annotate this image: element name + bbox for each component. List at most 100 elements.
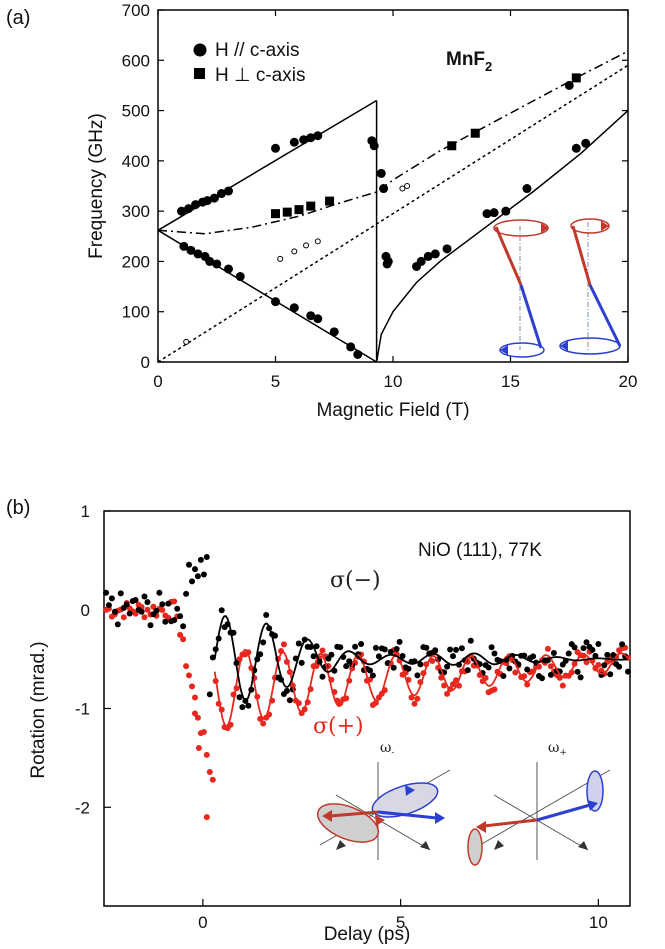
legend-circle-marker xyxy=(193,43,207,57)
point-sigma-minus xyxy=(206,691,213,698)
point-sigma-plus xyxy=(547,663,554,670)
x-tick-label-a: 15 xyxy=(501,372,520,391)
point-parallel xyxy=(306,133,316,143)
x-tick-label-a: 5 xyxy=(271,372,280,391)
point-sigma-minus xyxy=(616,663,623,670)
mode-inset-right: ω+ xyxy=(467,740,611,866)
point-sigma-minus xyxy=(500,673,507,679)
point-sigma-plus xyxy=(280,641,287,648)
point-parallel xyxy=(306,311,316,321)
point-parallel xyxy=(216,189,226,199)
point-sigma-minus xyxy=(381,646,388,653)
point-parallel xyxy=(482,209,492,219)
point-sigma-plus xyxy=(189,683,195,690)
point-parallel xyxy=(209,193,219,203)
point-sigma-minus xyxy=(444,663,451,670)
point-perpendicular xyxy=(571,73,581,83)
point-sigma-minus xyxy=(423,644,430,651)
point-sigma-minus xyxy=(239,704,246,711)
x-tick-label-a: 0 xyxy=(153,372,162,391)
point-sigma-minus xyxy=(111,608,118,615)
point-parallel xyxy=(177,206,186,216)
y-tick-label-b: 0 xyxy=(81,601,90,620)
y-tick-label-a: 500 xyxy=(122,102,150,121)
point-sigma-minus xyxy=(114,621,121,628)
point-sigma-minus xyxy=(450,653,456,660)
inset-omega-plus: ω+ xyxy=(548,740,567,758)
y-tick-label-b: -1 xyxy=(75,700,90,719)
point-sigma-plus xyxy=(444,690,451,697)
point-sigma-minus xyxy=(547,671,554,678)
chart-b-xlabel: Delay (ps) xyxy=(324,924,411,945)
point-parallel xyxy=(224,186,233,196)
chart-a-curves xyxy=(157,50,629,363)
point-sigma-plus xyxy=(408,694,415,701)
point-sigma-minus xyxy=(491,650,498,657)
x-tick-label-b: 0 xyxy=(198,913,207,932)
point-sigma-plus xyxy=(260,720,267,727)
point-sigma-minus xyxy=(162,618,169,625)
point-sigma-plus xyxy=(180,636,187,643)
point-sigma-minus xyxy=(245,702,252,709)
point-parallel xyxy=(430,249,440,259)
point-parallel xyxy=(271,297,280,307)
point-sigma-minus xyxy=(132,597,139,603)
point-sigma-minus xyxy=(396,638,403,645)
point-parallel xyxy=(383,256,393,266)
point-sigma-minus xyxy=(138,608,145,615)
x-tick-label-b: 5 xyxy=(396,913,405,932)
curve-dotted xyxy=(157,64,629,363)
point-parallel xyxy=(184,204,194,214)
point-sigma-plus xyxy=(559,682,566,689)
inset-omega-minus: ω- xyxy=(380,740,394,758)
point-sigma-minus xyxy=(375,653,382,660)
point-sigma-minus xyxy=(141,593,148,600)
point-perpendicular xyxy=(282,207,292,217)
chart-a-ylabel: Frequency (GHz) xyxy=(86,113,107,259)
point-sigma-minus xyxy=(447,646,454,653)
point-sigma-minus xyxy=(144,599,151,606)
point-sigma-minus xyxy=(372,644,379,651)
x-tick-label-a: 20 xyxy=(619,372,638,391)
point-parallel xyxy=(271,143,280,153)
point-parallel xyxy=(235,272,245,282)
point-sigma-minus xyxy=(298,659,305,666)
point-perpendicular xyxy=(325,196,335,206)
point-sigma-minus xyxy=(177,613,184,620)
point-sigma-plus xyxy=(183,663,190,670)
point-parallel xyxy=(313,314,323,324)
point-sigma-minus xyxy=(369,672,376,679)
y-tick-label-a: 100 xyxy=(122,303,150,322)
point-sigma-plus xyxy=(150,603,157,610)
point-sigma-minus xyxy=(183,590,190,597)
point-sigma-minus xyxy=(565,650,572,657)
chart-b-title: NiO (111), 77K xyxy=(418,540,542,561)
point-sigma-plus xyxy=(141,614,148,621)
point-sigma-plus xyxy=(524,681,531,688)
point-open xyxy=(183,338,190,345)
point-sigma-minus xyxy=(574,668,581,675)
point-parallel xyxy=(564,80,574,90)
point-parallel xyxy=(205,256,215,266)
fit-sigma-minus xyxy=(213,615,628,702)
point-sigma-minus xyxy=(192,566,198,573)
spin-precession-inset xyxy=(493,218,622,358)
point-parallel xyxy=(289,137,299,147)
y-tick-label-a: 400 xyxy=(122,152,150,171)
point-parallel xyxy=(571,143,581,153)
point-sigma-plus xyxy=(177,631,184,638)
chart-b-fits xyxy=(213,615,629,727)
point-perpendicular xyxy=(294,205,304,215)
point-sigma-minus xyxy=(387,648,394,655)
point-parallel xyxy=(416,256,426,266)
point-sigma-minus xyxy=(147,622,154,629)
x-tick-label-b: 10 xyxy=(589,913,608,932)
point-sigma-minus xyxy=(580,645,587,652)
chart-b-ylabel: Rotation (mrad.) xyxy=(28,641,49,778)
point-sigma-minus xyxy=(583,639,590,646)
y-tick-label-a: 300 xyxy=(122,202,150,221)
point-sigma-minus xyxy=(405,665,412,672)
point-sigma-minus xyxy=(589,646,596,653)
